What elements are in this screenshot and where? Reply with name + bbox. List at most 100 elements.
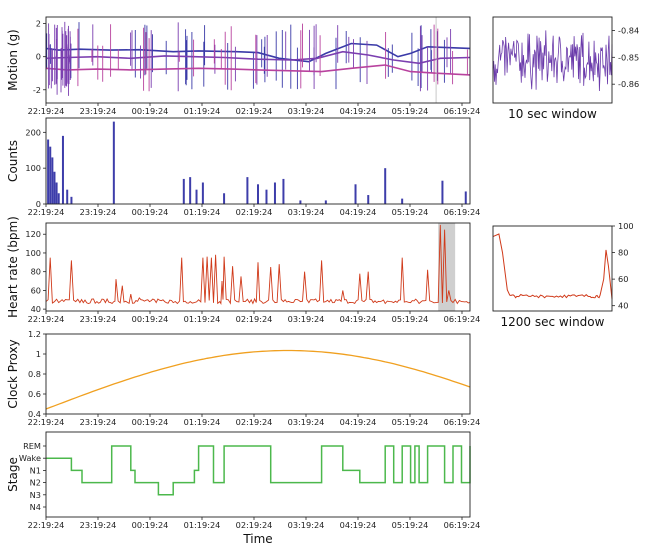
- inset-y-tick-label: -0.84: [618, 25, 639, 35]
- x-tick-label: 23:19:24: [80, 106, 117, 116]
- inset-y-tick-label: 60: [618, 274, 628, 284]
- x-tick-label: 05:19:24: [392, 314, 429, 324]
- y-tick-label: 60: [31, 285, 41, 295]
- y-tick-label: Wake: [19, 453, 41, 463]
- axes-frame: [45, 16, 471, 104]
- heart-rate-line: [45, 224, 471, 306]
- x-tick-label: 01:19:24: [184, 106, 221, 116]
- stage-hypnogram: [46, 445, 471, 496]
- y-tick-label: 100: [25, 163, 41, 173]
- x-tick-label: 06:19:24: [444, 520, 481, 530]
- x-tick-label: 23:19:24: [80, 207, 117, 217]
- x-tick-label: 00:19:24: [132, 314, 169, 324]
- x-tick-label: 03:19:24: [288, 106, 325, 116]
- x-tick-label: 22:19:24: [28, 314, 65, 324]
- y-axis-label: Motion (g): [6, 29, 20, 90]
- y-axis-label: Stage: [6, 457, 20, 492]
- x-tick-label: 06:19:24: [444, 207, 481, 217]
- axes-frame: [45, 431, 471, 518]
- x-tick-label: 04:19:24: [340, 207, 377, 217]
- clock-proxy-line: [45, 349, 471, 410]
- y-tick-label: REM: [23, 441, 41, 451]
- x-tick-label: 01:19:24: [184, 207, 221, 217]
- x-tick-label: 00:19:24: [132, 207, 169, 217]
- y-tick-label: 0: [36, 52, 41, 62]
- x-tick-label: 00:19:24: [132, 106, 169, 116]
- y-tick-label: 200: [25, 127, 41, 137]
- panel-motion: 2 0 -2 22:19:24 23:19:24 00:19:24 01:19:24 02:1…: [6, 16, 481, 116]
- x-tick-label: 22:19:24: [28, 520, 65, 530]
- x-tick-label: 05:19:24: [392, 106, 429, 116]
- x-tick-label: 22:19:24: [28, 207, 65, 217]
- inset-frame: [492, 16, 613, 104]
- y-tick-label: 100: [25, 248, 41, 258]
- y-tick-label: 0.8: [28, 369, 41, 379]
- x-tick-label: 04:19:24: [340, 106, 377, 116]
- x-tick-label: 02:19:24: [236, 106, 273, 116]
- inset-y-tick-label: -0.86: [618, 79, 639, 89]
- x-tick-label: 23:19:24: [80, 520, 117, 530]
- inset-motion-line: [492, 30, 613, 92]
- x-tick-label: 02:19:24: [236, 520, 273, 530]
- y-tick-label: 0: [36, 199, 41, 209]
- x-tick-label: 23:19:24: [80, 314, 117, 324]
- x-tick-label: 03:19:24: [288, 417, 325, 427]
- x-tick-label: 22:19:24: [28, 417, 65, 427]
- x-tick-label: 06:19:24: [444, 106, 481, 116]
- y-tick-label: 0.6: [28, 389, 41, 399]
- x-tick-label: 01:19:24: [184, 417, 221, 427]
- panel-stage: REM Wake N1 N2 N3 N4 22:19:24 23:19:24 00:19:24 0…: [6, 431, 481, 530]
- y-tick-label: 80: [31, 267, 41, 277]
- y-tick-label: N2: [30, 478, 41, 488]
- inset-hr_window: 100 80 60 40 1200 sec window: [492, 221, 634, 329]
- x-tick-label: 22:19:24: [28, 106, 65, 116]
- x-tick-label: 01:19:24: [184, 520, 221, 530]
- x-tick-label: 00:19:24: [132, 520, 169, 530]
- motion-spikes-0: [45, 22, 445, 90]
- x-tick-label: 04:19:24: [340, 314, 377, 324]
- inset-heart-rate-line: [492, 233, 613, 300]
- inset-y-tick-label: 100: [618, 221, 634, 231]
- inset-y-tick-label: 80: [618, 248, 628, 258]
- axes-frame: [45, 117, 471, 205]
- y-axis-label: Clock Proxy: [6, 339, 20, 408]
- y-axis-label: Heart rate (bpm): [6, 216, 20, 318]
- x-tick-label: 05:19:24: [392, 417, 429, 427]
- x-tick-label: 02:19:24: [236, 417, 273, 427]
- insets-group: -0.84 -0.85 -0.86 10 sec window 100 80 60 40 120…: [492, 16, 639, 329]
- x-tick-label: 04:19:24: [340, 417, 377, 427]
- inset-caption: 10 sec window: [508, 107, 597, 121]
- x-tick-label: 03:19:24: [288, 207, 325, 217]
- x-tick-label: 04:19:24: [340, 520, 377, 530]
- inset-motion_window: -0.84 -0.85 -0.86 10 sec window: [492, 16, 639, 121]
- x-tick-label: 06:19:24: [444, 417, 481, 427]
- motion-series-2: [45, 64, 471, 76]
- y-tick-label: 0.4: [28, 409, 41, 419]
- x-tick-label: 03:19:24: [288, 520, 325, 530]
- x-tick-label: 05:19:24: [392, 207, 429, 217]
- axes-frame: [45, 222, 471, 312]
- panel-clock_proxy: 1.2 1 0.8 0.6 0.422:19:24 23:19:24 00:19:24 01:…: [6, 329, 480, 427]
- motion-spikes-1: [56, 22, 452, 92]
- x-tick-label: 02:19:24: [236, 207, 273, 217]
- y-tick-label: 40: [31, 304, 41, 314]
- y-tick-label: N1: [30, 465, 41, 475]
- y-tick-label: N4: [30, 502, 41, 512]
- y-tick-label: -2: [33, 85, 41, 95]
- x-tick-label: 01:19:24: [184, 314, 221, 324]
- y-axis-label: Counts: [6, 140, 20, 182]
- x-tick-label: 00:19:24: [132, 417, 169, 427]
- panel-counts: 200 100 022:19:24 23:19:24 00:19:24 01:19:24 0…: [6, 117, 481, 217]
- y-tick-label: 1.2: [28, 329, 41, 339]
- inset-y-tick-label: -0.85: [618, 52, 639, 62]
- x-tick-label: 06:19:24: [444, 314, 481, 324]
- inset-frame: [492, 225, 613, 312]
- motion-series-1: [45, 50, 471, 65]
- x-tick-label: 02:19:24: [236, 314, 273, 324]
- axes-frame: [45, 333, 471, 415]
- x-tick-label: 23:19:24: [80, 417, 117, 427]
- inset-caption: 1200 sec window: [501, 315, 605, 329]
- y-tick-label: 1: [36, 349, 41, 359]
- motion-series-0: [45, 42, 471, 63]
